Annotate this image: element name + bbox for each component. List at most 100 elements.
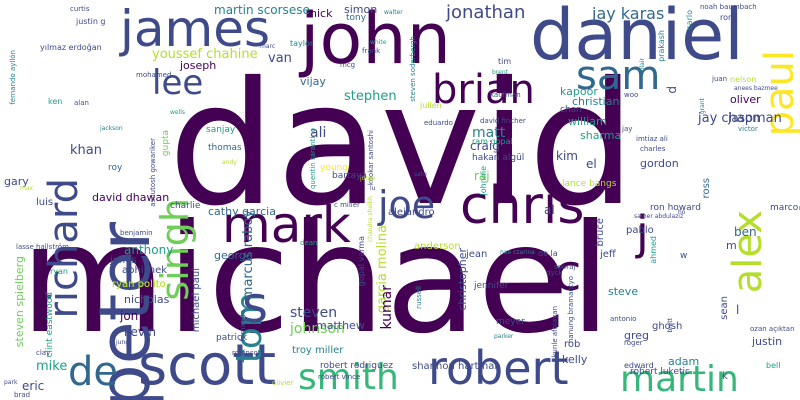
cloud-word: van	[268, 51, 292, 66]
cloud-word: eduardo	[424, 119, 453, 127]
cloud-word: k	[722, 371, 728, 382]
cloud-word: hanung bramantyo	[567, 276, 575, 344]
cloud-word: benjamin	[120, 229, 153, 237]
cloud-word: patrick	[216, 333, 248, 343]
cloud-word: marc	[260, 43, 276, 50]
cloud-word: young	[320, 163, 348, 173]
cloud-word: alan	[74, 99, 89, 107]
cloud-word: lance bangs	[562, 179, 617, 189]
cloud-word: rob	[564, 339, 581, 350]
cloud-word: jung	[116, 339, 130, 346]
cloud-word: scott	[138, 333, 277, 398]
cloud-word: david	[168, 46, 636, 244]
cloud-word: olivier	[272, 379, 294, 387]
cloud-word: hakan algül	[472, 153, 525, 163]
cloud-word: jonathan	[446, 2, 526, 23]
cloud-word: justin g	[76, 17, 106, 26]
cloud-word: martin scorsese	[214, 3, 310, 17]
cloud-word: jean	[466, 249, 488, 260]
cloud-word: jay chapman	[698, 111, 782, 126]
cloud-word: jennifer	[474, 281, 509, 291]
cloud-word: victor	[738, 125, 758, 133]
cloud-word: jeff	[600, 249, 616, 260]
cloud-word: bartaya	[332, 171, 367, 181]
cloud-word: meyer	[496, 317, 525, 327]
cloud-word: matt	[472, 125, 506, 141]
cloud-word: sam	[576, 53, 661, 99]
cloud-word: kumar	[379, 285, 395, 330]
cloud-word: charlie	[170, 201, 201, 211]
cloud-word: park	[4, 379, 18, 386]
cloud-word: robert vince	[318, 373, 361, 381]
cloud-word: kelly	[562, 353, 588, 366]
cloud-word: fernando ayllón	[9, 50, 17, 105]
cloud-word: james	[120, 0, 271, 58]
cloud-word: greg	[624, 329, 650, 342]
cloud-word: nae czarina	[500, 249, 535, 256]
cloud-word: troy miller	[292, 345, 344, 356]
cloud-word: david dhawan	[92, 191, 170, 204]
cloud-word: l	[736, 303, 740, 317]
cloud-word: jones	[110, 255, 137, 266]
cloud-word: taylor	[290, 39, 314, 48]
cloud-word: ahmed	[649, 236, 658, 264]
cloud-word: sharma	[580, 129, 622, 142]
cloud-word: kim	[556, 149, 578, 163]
cloud-word: bell	[766, 361, 781, 370]
cloud-word: jason	[728, 111, 760, 125]
cloud-word: martin	[620, 359, 739, 400]
cloud-word: william	[568, 115, 607, 128]
cloud-word: robert rodriguez	[320, 361, 393, 371]
cloud-word: daniel	[530, 0, 744, 76]
cloud-word: luis	[36, 197, 54, 208]
cloud-word: andy	[222, 159, 237, 166]
cloud-word: thomas	[208, 143, 242, 153]
cloud-word: white	[370, 39, 387, 46]
cloud-word: ross	[701, 178, 712, 199]
cloud-word: samer abdulaziz	[634, 213, 684, 220]
cloud-word: ryan	[50, 267, 68, 276]
cloud-word: walter	[384, 9, 403, 16]
cloud-word: tim	[498, 57, 512, 66]
cloud-word: robert	[428, 341, 569, 395]
cloud-word: russell	[415, 286, 423, 309]
cloud-word: el	[586, 157, 597, 171]
cloud-word: curtis	[70, 5, 90, 13]
cloud-word: johnnie	[479, 166, 488, 196]
cloud-word: ozan açıktan	[750, 325, 795, 333]
cloud-word: ron howard	[650, 203, 701, 213]
cloud-word: khan	[70, 143, 102, 158]
cloud-word: dean	[300, 239, 318, 247]
cloud-word: c	[554, 244, 582, 302]
cloud-word: johnson	[290, 321, 345, 337]
cloud-word: sooraj	[554, 263, 576, 271]
cloud-word: brent	[492, 69, 508, 76]
cloud-word: nelson	[730, 75, 757, 84]
cloud-word: ram gopal	[472, 137, 513, 146]
cloud-word: ben	[734, 225, 757, 239]
cloud-word: brad	[14, 391, 31, 399]
cloud-word: kaufman	[490, 91, 521, 99]
cloud-word: yılmaz erdoğan	[40, 43, 102, 52]
cloud-word: joseph	[180, 59, 217, 72]
cloud-word: edward	[624, 361, 654, 370]
cloud-word: matthew	[316, 319, 365, 332]
cloud-word: d	[665, 86, 679, 94]
cloud-word: cathy garcia	[208, 205, 276, 218]
cloud-word: al	[544, 203, 555, 217]
cloud-word: brian	[432, 67, 535, 113]
cloud-word: sanjay	[206, 125, 236, 135]
cloud-word: marco	[770, 203, 799, 213]
cloud-word: michael paul	[191, 268, 202, 333]
cloud-word: noah baumbach	[700, 3, 757, 11]
cloud-word: blair	[639, 58, 646, 72]
cloud-word: anees bazmee	[734, 85, 778, 92]
cloud-word: anthony	[124, 243, 174, 257]
cloud-word: jackson	[100, 125, 123, 132]
cloud-word: charles	[640, 145, 666, 153]
cloud-word: j	[636, 206, 649, 260]
cloud-word: robinson	[232, 349, 263, 357]
cloud-word: steven spielberg	[13, 256, 26, 348]
cloud-word: de la	[538, 249, 558, 258]
cloud-word: george	[214, 249, 253, 262]
